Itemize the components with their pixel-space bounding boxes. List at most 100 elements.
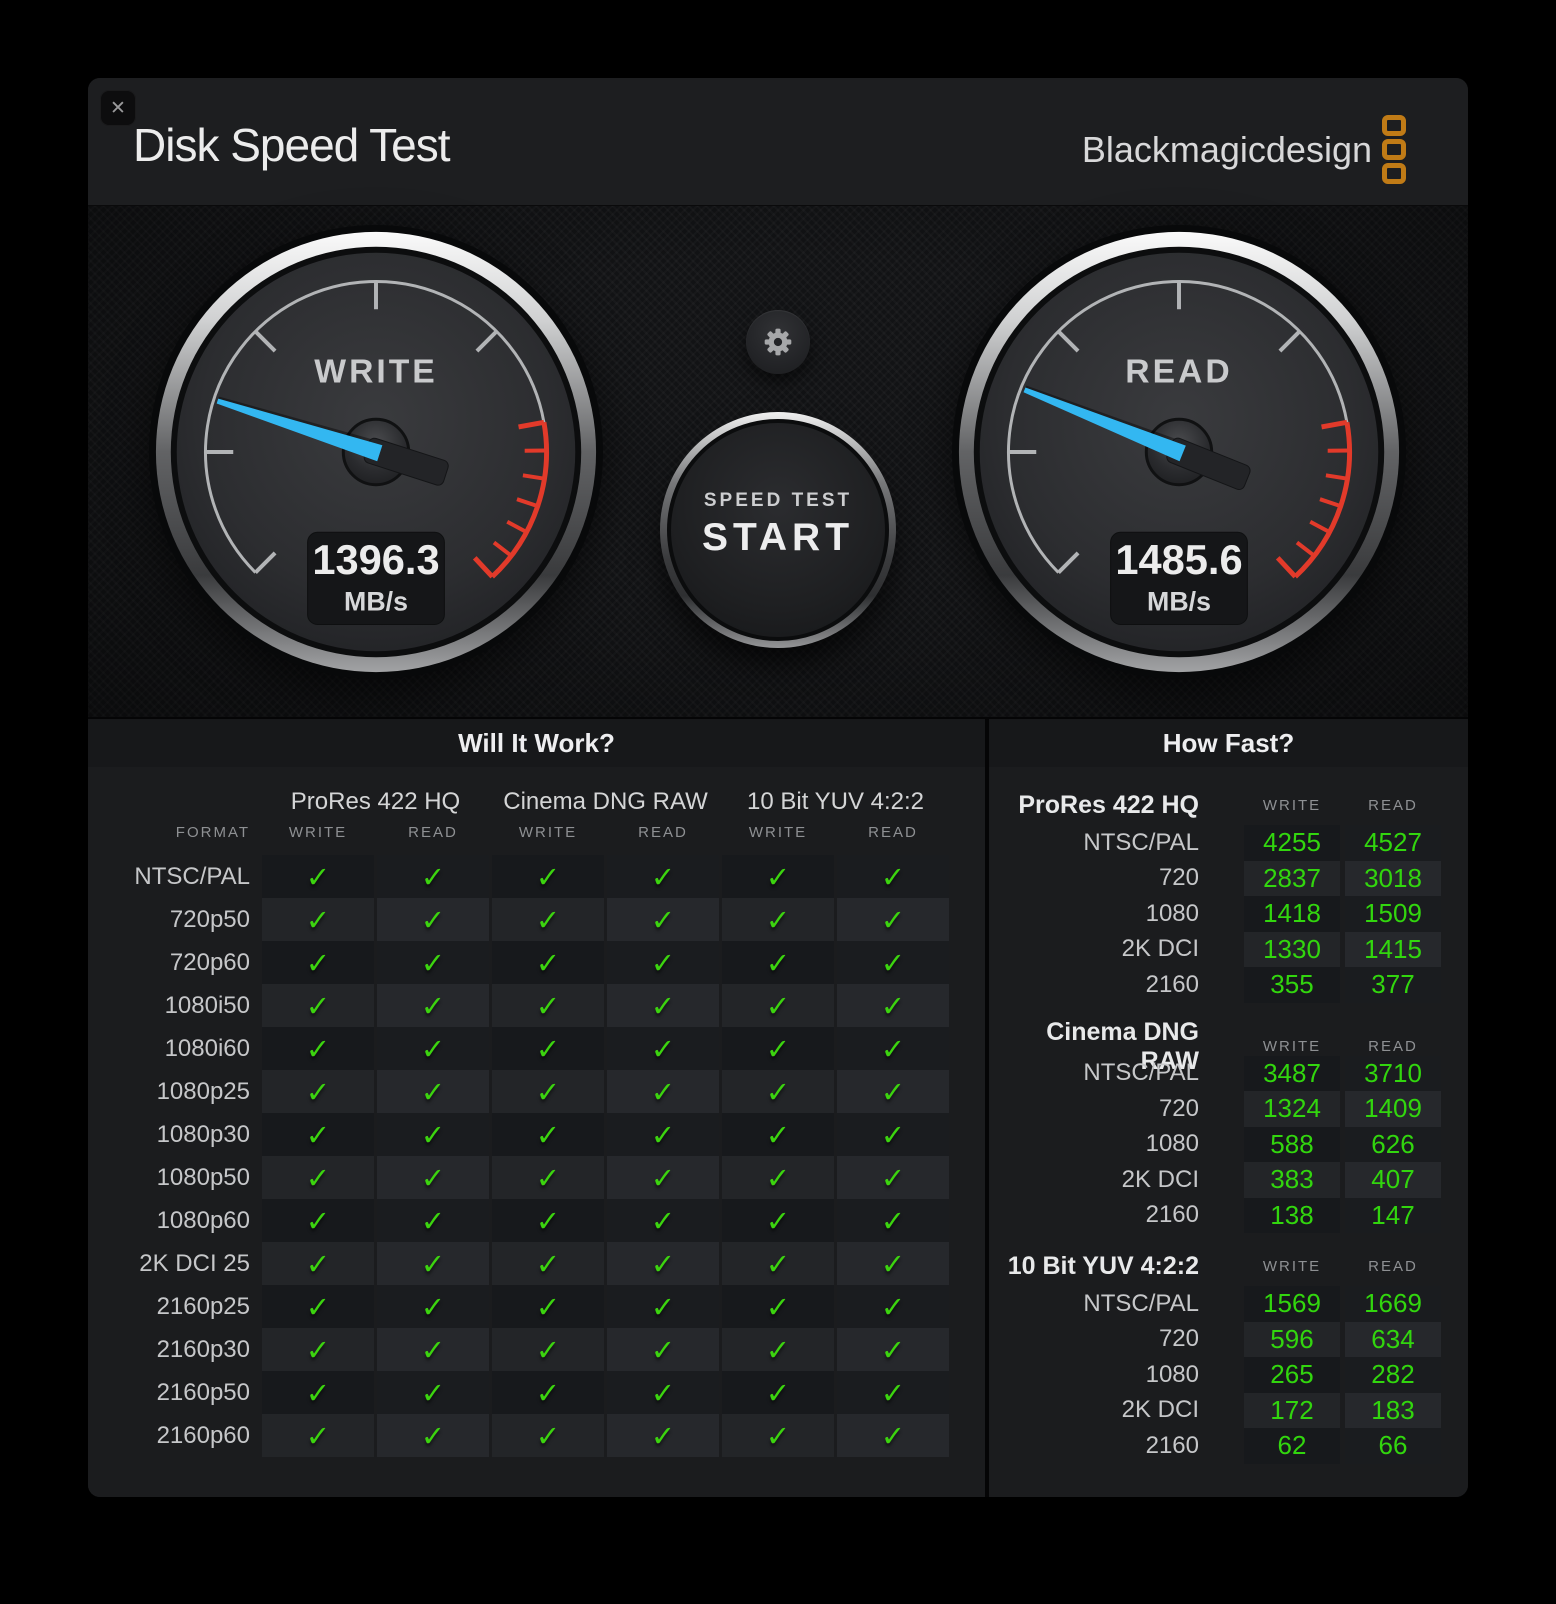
check-icon: ✓ [535, 1332, 561, 1367]
logo-square-icon [1382, 163, 1406, 184]
format-label: 1080p30 [156, 1120, 250, 1148]
logo-squares-icon [1382, 115, 1406, 184]
check-icon: ✓ [765, 1289, 791, 1324]
check-cell: ✓ [262, 1414, 374, 1457]
check-cell: ✓ [377, 1199, 489, 1242]
check-cell: ✓ [377, 1027, 489, 1070]
check-cell: ✓ [722, 1070, 834, 1113]
sub-header: READ [1368, 1257, 1418, 1275]
check-icon: ✓ [765, 1074, 791, 1109]
value-cell: 1330 [1244, 931, 1340, 967]
check-cell: ✓ [837, 1113, 949, 1156]
check-icon: ✓ [305, 859, 331, 894]
check-icon: ✓ [305, 1203, 331, 1238]
value-cell: 282 [1345, 1357, 1441, 1393]
check-cell: ✓ [837, 1371, 949, 1414]
check-cell: ✓ [492, 984, 604, 1027]
check-icon: ✓ [765, 988, 791, 1023]
check-cell: ✓ [377, 1414, 489, 1457]
read-needle-icon [1023, 385, 1251, 491]
table-row: 2K DCI 383 407 [989, 1162, 1468, 1198]
check-cell: ✓ [607, 1027, 719, 1070]
value-text: 626 [1371, 1128, 1415, 1159]
check-cell: ✓ [722, 1285, 834, 1328]
format-label: 1080p50 [156, 1163, 250, 1191]
check-icon: ✓ [305, 1375, 331, 1410]
value-cell: 62 [1244, 1428, 1340, 1464]
table-row: NTSC/PAL 3487 3710 [989, 1055, 1468, 1091]
value-text: 407 [1371, 1164, 1415, 1195]
check-cell: ✓ [607, 898, 719, 941]
format-label: 1080i60 [164, 1034, 250, 1062]
sub-header: READ [408, 823, 458, 841]
check-cell: ✓ [377, 1113, 489, 1156]
check-icon: ✓ [880, 945, 906, 980]
value-text: 1509 [1364, 898, 1422, 929]
check-icon: ✓ [650, 859, 676, 894]
check-cell: ✓ [722, 1328, 834, 1371]
check-icon: ✓ [535, 988, 561, 1023]
check-cell: ✓ [837, 898, 949, 941]
check-icon: ✓ [650, 1289, 676, 1324]
value-cell: 3487 [1244, 1055, 1340, 1091]
value-text: 1324 [1263, 1093, 1321, 1124]
format-label: 2160p60 [156, 1421, 250, 1449]
value-text: 62 [1277, 1430, 1307, 1461]
hf-section: 10 Bit YUV 4:2:2 WRITE READ NTSC/PAL 1569 166… [989, 1248, 1468, 1464]
write-gauge: WRITE 1396.3 MB/s [148, 224, 604, 680]
value-cell: 3018 [1345, 860, 1441, 896]
page-title: Disk Speed Test [133, 119, 451, 171]
table-row: 1080p60 ✓ ✓ ✓ ✓ ✓ ✓ [88, 1199, 985, 1242]
value-text: 183 [1371, 1394, 1415, 1425]
check-cell: ✓ [492, 1285, 604, 1328]
check-icon: ✓ [880, 1074, 906, 1109]
value-cell: 1669 [1345, 1286, 1441, 1322]
check-cell: ✓ [492, 1242, 604, 1285]
hf-section: Cinema DNG RAW WRITE READ NTSC/PAL 3487 3710 7… [989, 1018, 1468, 1233]
format-label: 720p50 [169, 905, 250, 933]
sub-header: WRITE [748, 823, 808, 841]
sub-header: READ [638, 823, 688, 841]
check-cell: ✓ [607, 1285, 719, 1328]
value-text: 66 [1378, 1430, 1408, 1461]
check-icon: ✓ [420, 902, 446, 937]
check-cell: ✓ [492, 1328, 604, 1371]
value-text: 1415 [1364, 933, 1422, 964]
value-text: 172 [1270, 1394, 1314, 1425]
value-cell: 3710 [1345, 1055, 1441, 1091]
check-icon: ✓ [305, 1246, 331, 1281]
value-text: 634 [1371, 1323, 1415, 1354]
value-cell: 1415 [1345, 931, 1441, 967]
check-cell: ✓ [722, 1113, 834, 1156]
sub-header: WRITE [1262, 796, 1322, 814]
value-cell: 66 [1345, 1428, 1441, 1464]
check-icon: ✓ [880, 859, 906, 894]
gauge-value: 1485.6 [1115, 536, 1242, 583]
check-cell: ✓ [607, 1371, 719, 1414]
table-row: 720 1324 1409 [989, 1091, 1468, 1127]
check-icon: ✓ [650, 945, 676, 980]
codec-group-title: ProRes 422 HQ [290, 788, 461, 815]
gauge-value-box [307, 531, 445, 625]
start-button-label: START [701, 516, 855, 559]
format-label: 720 [1158, 1325, 1199, 1353]
settings-button[interactable] [746, 310, 810, 374]
value-text: 3018 [1364, 862, 1422, 893]
check-cell: ✓ [262, 855, 374, 898]
start-button[interactable]: SPEED TEST START [660, 412, 896, 648]
table-row: 1080 1418 1509 [989, 896, 1468, 932]
value-text: 355 [1270, 969, 1314, 1000]
check-icon: ✓ [765, 1203, 791, 1238]
check-cell: ✓ [262, 1113, 374, 1156]
sub-header: READ [1368, 796, 1418, 814]
format-label: 2K DCI [1121, 1396, 1199, 1424]
close-button[interactable]: ✕ [100, 90, 136, 126]
hf-section-header: 10 Bit YUV 4:2:2 WRITE READ [989, 1248, 1468, 1284]
codec-header-row: ProRes 422 HQ Cinema DNG RAW 10 Bit YUV 4:… [88, 787, 985, 817]
check-icon: ✓ [420, 1117, 446, 1152]
value-text: 265 [1270, 1359, 1314, 1390]
hf-section-header: Cinema DNG RAW WRITE READ [989, 1018, 1468, 1075]
check-icon: ✓ [880, 1375, 906, 1410]
table-row: 1080i60 ✓ ✓ ✓ ✓ ✓ ✓ [88, 1027, 985, 1070]
check-cell: ✓ [607, 1414, 719, 1457]
